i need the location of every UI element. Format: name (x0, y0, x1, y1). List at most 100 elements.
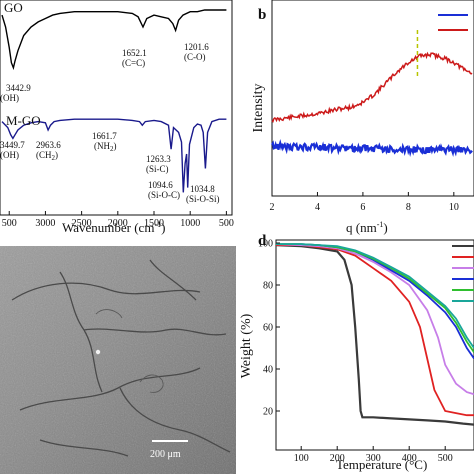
scatter-line-red (271, 51, 473, 123)
panel-d-xtick-label: 100 (294, 453, 309, 464)
panel-a-frame (0, 0, 233, 216)
panel-b-label: b (258, 7, 266, 23)
annotation-go-cc-group: (C=C) (122, 58, 145, 68)
tem-bright-spot (95, 349, 101, 355)
mgo-ch2-sub: 2 (52, 154, 56, 162)
panel-b-tick-label: 4 (315, 202, 320, 213)
panel-a-tick-label: 3000 (35, 218, 55, 229)
panel-d-ylabel: Weight (%) (239, 313, 254, 378)
mgo-ch2-group-text: (CH (36, 150, 52, 160)
panel-b-xlabel-close: ) (383, 220, 387, 235)
scatter-line-blue (271, 139, 473, 157)
panel-b-tick-label: 8 (406, 202, 411, 213)
tga-line-3 (275, 243, 474, 396)
panel-d-ytick-label: 40 (263, 365, 273, 376)
panel-d-xtick-label: 500 (438, 453, 453, 464)
panel-a-xlabel-text: Wavenumber (cm (62, 220, 154, 235)
annotation-go-co-group: (C-O) (184, 52, 206, 62)
panel-c-tem-image: 200 μm (0, 246, 236, 474)
annotation-go-cc-value: 1652.1 (122, 48, 147, 58)
tga-line-1 (275, 244, 474, 426)
panel-a-xticks: 500 3000 2500 2000 1500 1000 500 (2, 211, 234, 229)
panel-d-ytick-label: 100 (258, 239, 273, 250)
scale-bar (152, 440, 188, 442)
panel-b-xlabel: q (nm-1) (346, 220, 388, 235)
tga-line-5 (276, 243, 474, 353)
annotation-mgo-sioc-value: 1094.6 (148, 180, 173, 190)
annotation-mgo-sic-value: 1263.3 (146, 154, 171, 164)
tem-noise (0, 246, 236, 474)
panel-a-tick-label: 500 (219, 218, 234, 229)
annotation-mgo-siosi-value: 1034.8 (190, 184, 215, 194)
panel-d-ticks: 100 200 300 400 500 100 80 60 40 20 (258, 239, 453, 465)
annotation-go-oh-group: (OH) (0, 93, 19, 103)
annotation-go-co-value: 1201.6 (184, 42, 209, 52)
tem-edge-3 (83, 328, 227, 336)
ftir-line-mgo (1, 118, 227, 193)
annotation-mgo-nh2-group: (NH2) (94, 141, 117, 153)
tem-wrinkle-1 (139, 374, 164, 393)
annotation-mgo-sic-group: (Si-C) (146, 164, 169, 174)
mgo-nh2-sub: 2 (110, 145, 114, 153)
panel-a-series (1, 9, 227, 193)
mgo-nh2-close: ) (114, 141, 117, 151)
scale-bar-label: 200 μm (150, 449, 181, 460)
tem-wrinkles (95, 309, 164, 393)
mgo-nh2-group-text: (NH (94, 141, 110, 151)
tem-sheet-edges (11, 259, 231, 457)
series-mgo-label: M-GO (6, 113, 41, 128)
panel-d-ytick-label: 80 (263, 281, 273, 292)
annotation-mgo-oh-group: (OH) (0, 150, 19, 160)
panel-d-xlabel: Temperature (°C) (336, 457, 427, 472)
ftir-line-go (1, 9, 227, 71)
panel-b-xlabel-text: q (nm (346, 220, 377, 235)
series-go-label: GO (4, 0, 23, 15)
panel-b-xticks: 2 4 6 8 10 (270, 192, 459, 213)
panel-d-ytick-label: 20 (263, 407, 273, 418)
tem-edge-6 (149, 259, 197, 301)
panel-d-xtick-label: 200 (330, 453, 345, 464)
panel-d-xtick-label: 300 (366, 453, 381, 464)
panel-d-series (275, 243, 474, 426)
panel-a-tick-label: 500 (2, 218, 17, 229)
panel-d-tga: d Weight (%) 100 200 300 400 50010080604020 … (239, 233, 474, 472)
tga-line-6 (276, 243, 474, 349)
panel-b-ylabel: Intensity (251, 84, 266, 133)
panel-b-tick-label: 10 (449, 202, 459, 213)
panel-a-tick-label: 2000 (108, 218, 128, 229)
annotation-mgo-ch2-value: 2963.6 (36, 140, 61, 150)
annotation-mgo-nh2-value: 1661.7 (92, 131, 117, 141)
tem-edge-5 (119, 387, 231, 453)
panel-d-ytick-label: 60 (263, 323, 273, 334)
panel-d-frame (275, 239, 474, 451)
panel-d-xtick-label: 400 (402, 453, 417, 464)
panel-b-tick-label: 6 (360, 202, 365, 213)
panel-b-series (271, 30, 473, 157)
annotation-mgo-siosi-group: (Si-O-Si) (186, 194, 220, 204)
tga-line-2 (276, 244, 474, 417)
tem-edge-7 (39, 439, 129, 457)
panel-a-ftir: 500 3000 2500 2000 1500 1000 500 GO M-GO 3442.… (0, 0, 234, 235)
annotation-mgo-ch2-group: (CH2) (36, 150, 58, 162)
annotation-go-oh-value: 3442.9 (6, 83, 31, 93)
panel-a-xlabel: Wavenumber (cm-1) (62, 220, 165, 235)
tem-edge-4 (19, 367, 201, 411)
panel-a-xlabel-close: ) (161, 220, 165, 235)
panel-a-tick-label: 2500 (72, 218, 92, 229)
panel-d-label: d (258, 233, 267, 249)
annotation-mgo-sioc-group: (Si-O-C) (148, 190, 180, 200)
panel-d-legend (452, 245, 474, 302)
panel-b-tick-label: 2 (270, 202, 275, 213)
panel-b-scattering: b Intensity 2 4 6 8 10 q (nm-1) (251, 0, 474, 235)
panel-b-xlabel-sup: -1 (377, 220, 384, 229)
tem-wrinkle-2 (95, 309, 123, 319)
panel-a-tick-label: 1500 (144, 218, 164, 229)
annotation-mgo-oh-value: 3449.7 (0, 140, 25, 150)
tga-line-4 (276, 243, 474, 360)
panel-b-frame (271, 0, 474, 197)
panel-a-xlabel-sup: -1 (154, 220, 161, 229)
panel-a-tick-label: 1000 (180, 218, 200, 229)
mgo-ch2-close: ) (55, 150, 58, 160)
tem-edge-1 (11, 282, 201, 301)
